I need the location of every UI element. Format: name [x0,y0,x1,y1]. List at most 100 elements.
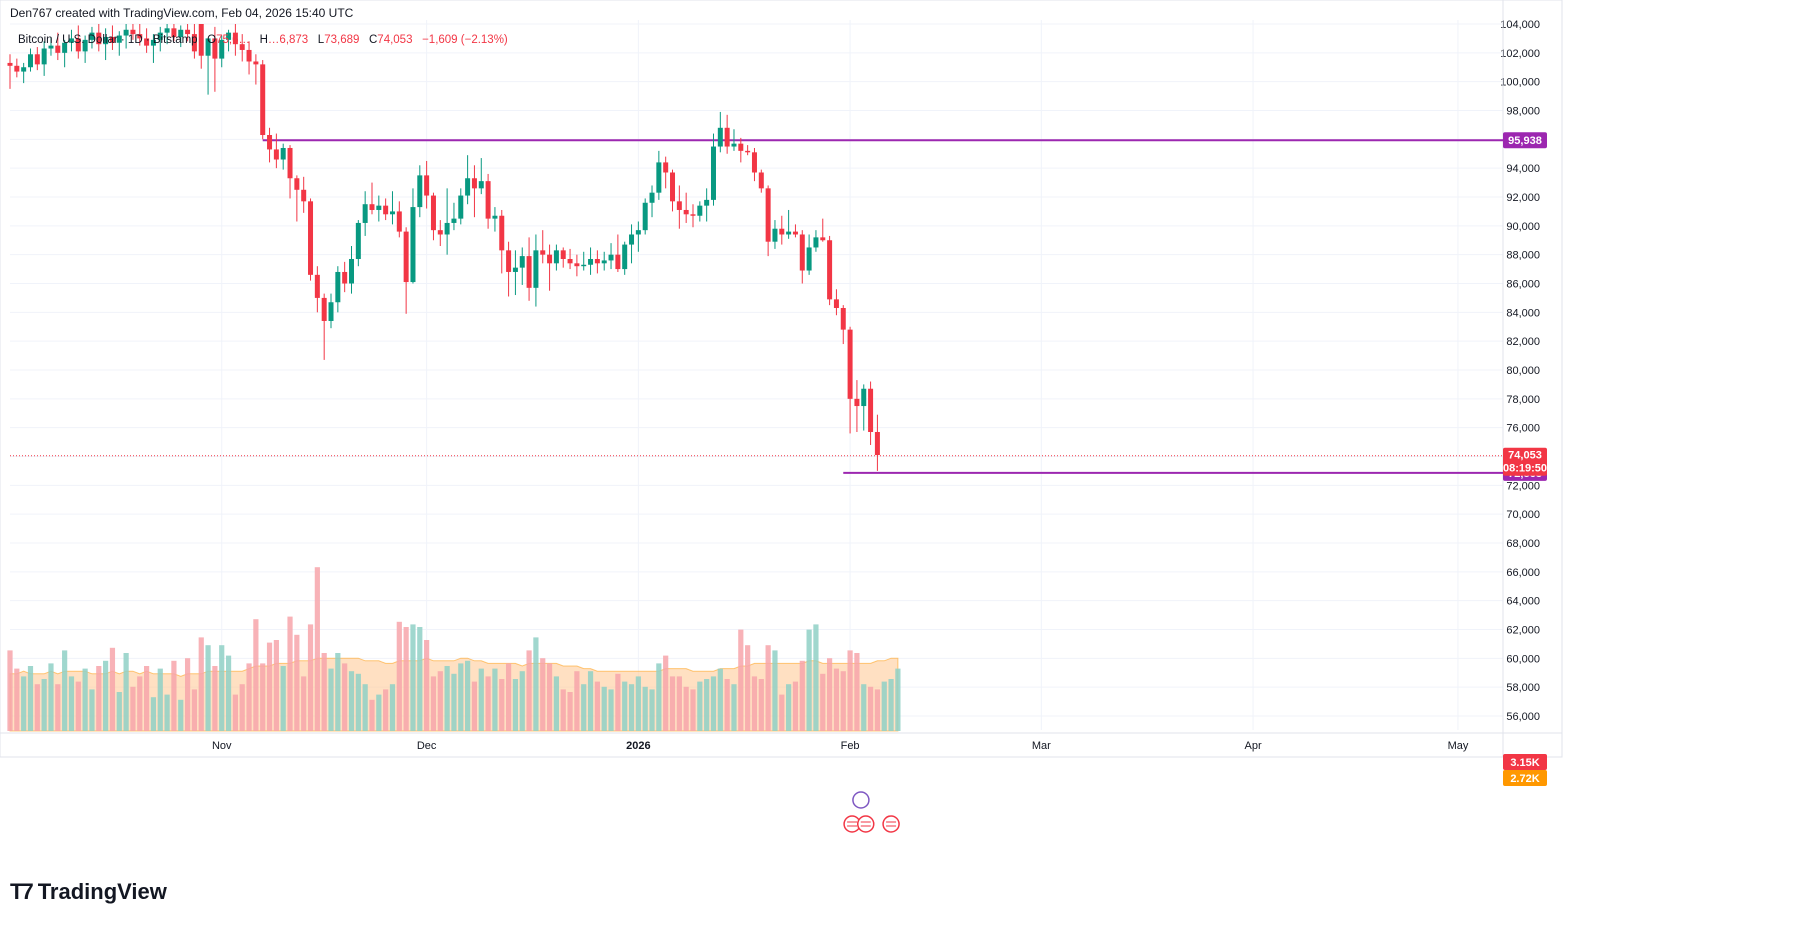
candle-body[interactable] [745,150,751,153]
candle-body[interactable] [485,181,491,219]
candle-body[interactable] [103,36,109,45]
candle-body[interactable] [198,24,204,56]
candle-body[interactable] [588,258,594,265]
candle-body[interactable] [403,231,409,283]
candle-body[interactable] [34,54,40,65]
candle-body[interactable] [765,188,771,242]
candle-body[interactable] [396,211,402,232]
candle-body[interactable] [321,297,327,321]
candle-body[interactable] [383,205,389,215]
candle-body[interactable] [410,207,416,283]
candle-body[interactable] [786,231,792,235]
candle-body[interactable] [294,178,300,190]
candle-body[interactable] [212,38,218,59]
candle-body[interactable] [21,67,27,72]
candle-body[interactable] [656,162,662,193]
candle-body[interactable] [574,263,580,267]
candle-body[interactable] [130,29,136,35]
candle-body[interactable] [430,195,436,231]
candle-body[interactable] [738,143,744,151]
candle-body[interactable] [205,38,211,56]
candle-body[interactable] [7,62,13,66]
candle-body[interactable] [827,240,833,300]
candle-body[interactable] [772,228,778,242]
candle-body[interactable] [820,237,826,241]
candle-body[interactable] [540,250,546,255]
candle-body[interactable] [663,162,669,173]
candle-body[interactable] [191,34,197,52]
candle-body[interactable] [710,146,716,200]
candle-body[interactable] [48,45,54,49]
candle-body[interactable] [267,135,273,150]
candle-body[interactable] [424,175,430,196]
candle-body[interactable] [847,329,853,399]
candle-body[interactable] [150,39,156,46]
candle-body[interactable] [608,254,614,261]
candle-body[interactable] [89,32,95,40]
candle-body[interactable] [246,49,252,62]
candle-body[interactable] [635,230,641,235]
candle-body[interactable] [758,172,764,189]
candle-body[interactable] [308,201,314,275]
candle-body[interactable] [376,205,382,210]
candle-body[interactable] [806,247,812,271]
candle-body[interactable] [779,228,785,235]
candle-body[interactable] [362,204,368,223]
candle-body[interactable] [670,172,676,202]
candle-body[interactable] [82,39,88,52]
candle-body[interactable] [171,28,177,37]
candle-body[interactable] [874,431,880,456]
candle-body[interactable] [389,211,395,215]
candle-body[interactable] [506,250,512,272]
symbol-title[interactable]: Bitcoin / U.S. Dollar · 1D · Bitstamp [18,34,198,46]
candle-body[interactable] [649,192,655,203]
candle-body[interactable] [185,29,191,35]
candle-body[interactable] [355,222,361,259]
candle-body[interactable] [287,147,293,179]
candle-body[interactable] [14,65,20,72]
candle-body[interactable] [342,271,348,284]
candle-body[interactable] [594,258,600,264]
candle-body[interactable] [519,256,525,268]
candle-body[interactable] [717,127,723,147]
candle-body[interactable] [27,54,33,68]
candle-body[interactable] [471,178,477,189]
candle-body[interactable] [581,264,587,267]
candle-body[interactable] [799,234,805,271]
candle-body[interactable] [854,398,860,407]
candle-body[interactable] [697,205,703,216]
candle-body[interactable] [280,147,286,160]
candle-body[interactable] [840,308,846,330]
candle-body[interactable] [704,199,710,206]
candle-body[interactable] [451,218,457,223]
candle-body[interactable] [349,258,354,284]
us-flag-event-icon[interactable] [882,815,900,833]
candle-body[interactable] [144,38,150,46]
candle-body[interactable] [683,209,689,215]
candle-body[interactable] [868,388,874,432]
candle-body[interactable] [314,274,320,298]
candle-body[interactable] [41,48,47,65]
candle-body[interactable] [75,38,81,52]
candle-body[interactable] [553,250,559,264]
candle-body[interactable] [547,254,553,264]
candle-body[interactable] [335,271,341,303]
candle-body[interactable] [833,299,839,309]
candle-body[interactable] [123,29,129,36]
candle-body[interactable] [861,388,867,407]
candle-body[interactable] [731,143,737,147]
candle-body[interactable] [724,127,730,147]
candle-body[interactable] [444,222,450,235]
candle-body[interactable] [157,32,163,40]
candle-body[interactable] [567,258,573,264]
candle-body[interactable] [615,254,621,270]
candle-body[interactable] [301,189,307,202]
candle-body[interactable] [813,237,819,248]
candle-body[interactable] [458,195,464,219]
candle-body[interactable] [499,215,505,251]
candle-body[interactable] [642,202,648,231]
candle-body[interactable] [137,34,143,39]
candle-body[interactable] [62,42,68,53]
candle-body[interactable] [629,234,635,245]
